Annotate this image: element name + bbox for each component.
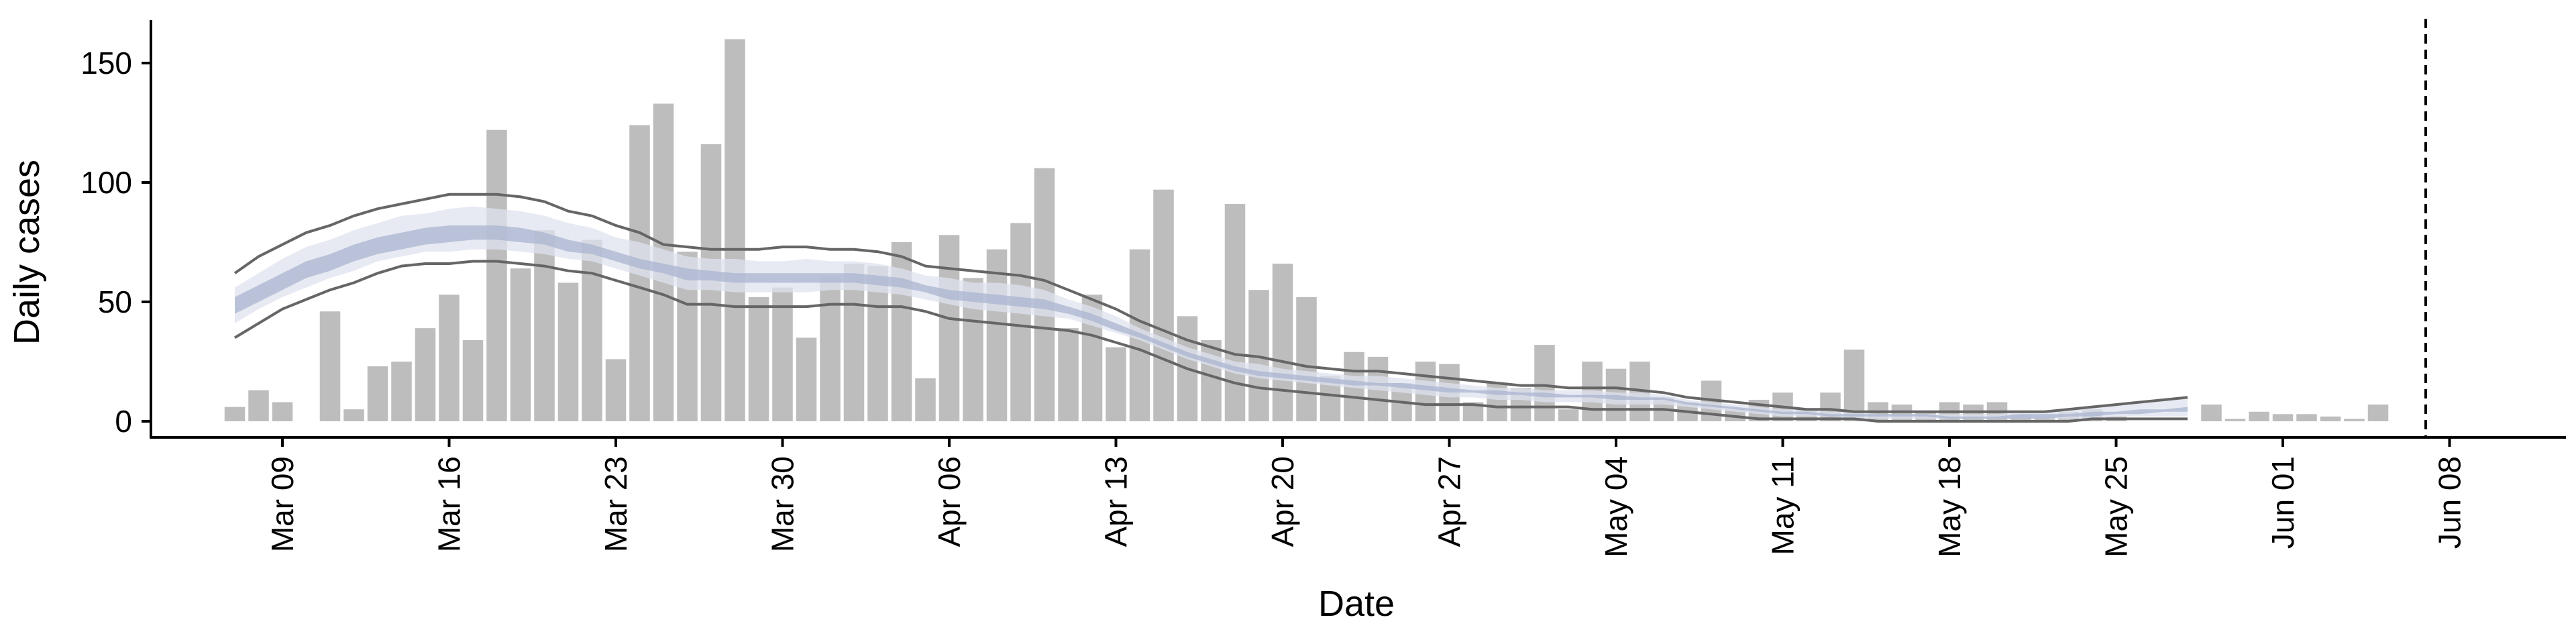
bar-day-0 (224, 407, 246, 421)
bar-day-39 (1153, 189, 1174, 421)
bar-day-6 (367, 366, 388, 421)
bar-day-44 (1272, 264, 1293, 421)
bar-day-83 (2201, 405, 2222, 421)
y-axis-title: Daily cases (7, 160, 47, 345)
bar-day-90 (2367, 405, 2389, 421)
y-tick-label-150: 150 (80, 46, 132, 80)
bar-day-33 (1010, 223, 1031, 421)
bar-day-1 (248, 390, 269, 421)
x-tick-label-Mar 16: Mar 16 (432, 456, 467, 552)
bar-day-7 (391, 362, 412, 421)
outer-credible-band (235, 206, 2188, 419)
bar-day-22 (748, 297, 769, 421)
bar-day-68 (1843, 350, 1865, 421)
bar-day-13 (534, 230, 555, 421)
x-tick-label-Mar 09: Mar 09 (265, 456, 300, 552)
bar-day-8 (415, 328, 436, 421)
bar-day-9 (439, 294, 460, 421)
bar-day-15 (582, 239, 602, 421)
bar-day-24 (796, 337, 817, 421)
bar-day-42 (1224, 204, 1246, 421)
x-tick-label-Mar 23: Mar 23 (598, 456, 633, 552)
bar-day-21 (724, 39, 745, 421)
bar-day-55 (1534, 345, 1555, 421)
axes-layer: 0 50 100 150 Mar 09 Mar 16 Mar 23 Mar 30 Apr 06 A… (80, 20, 2566, 557)
x-tick-label-May 04: May 04 (1599, 456, 1633, 557)
bar-day-56 (1558, 409, 1579, 421)
band-layer (235, 206, 2188, 419)
x-tick-label-May 18: May 18 (1932, 456, 1967, 557)
x-tick-label-May 11: May 11 (1766, 456, 1801, 555)
bar-day-23 (772, 287, 793, 421)
bar-day-11 (486, 129, 507, 421)
bar-day-85 (2249, 411, 2269, 421)
y-tick-label-100: 100 (80, 165, 132, 200)
bar-day-25 (820, 275, 841, 421)
bar-day-89 (2344, 419, 2365, 421)
x-tick-label-Apr 20: Apr 20 (1265, 456, 1300, 547)
bar-day-10 (462, 339, 484, 421)
upper-bound-line (233, 193, 2188, 413)
bar-day-12 (510, 268, 531, 421)
bar-day-4 (319, 311, 341, 421)
bar-day-45 (1296, 297, 1317, 421)
y-tick-label-50: 50 (98, 284, 132, 319)
bar-day-5 (343, 409, 364, 421)
bar-day-2 (272, 402, 293, 421)
bar-day-14 (557, 282, 579, 421)
bar-day-76 (2034, 416, 2055, 421)
bar-day-32 (986, 249, 1008, 421)
x-tick-label-Apr 06: Apr 06 (932, 456, 967, 547)
x-tick-label-Apr 13: Apr 13 (1099, 456, 1134, 547)
bar-day-88 (2320, 416, 2341, 421)
bar-day-84 (2224, 419, 2246, 421)
lower-bound-line (233, 260, 2188, 423)
inner-credible-band (235, 225, 2188, 419)
x-tick-label-Mar 30: Mar 30 (765, 456, 800, 552)
lines-layer (233, 193, 2188, 423)
x-tick-label-Apr 27: Apr 27 (1432, 456, 1467, 547)
bar-day-35 (1058, 328, 1079, 421)
x-tick-label-Jun 01: Jun 01 (2265, 456, 2300, 549)
x-tick-label-Jun 08: Jun 08 (2432, 456, 2467, 549)
x-axis-title: Date (1318, 584, 1395, 624)
bar-day-37 (1106, 347, 1126, 421)
bar-day-16 (605, 359, 627, 421)
bar-day-86 (2272, 414, 2294, 421)
x-tick-label-May 25: May 25 (2099, 456, 2134, 557)
bar-day-29 (915, 378, 936, 421)
bar-day-30 (938, 235, 960, 421)
bar-day-87 (2296, 414, 2317, 421)
y-tick-label-0: 0 (115, 404, 132, 439)
